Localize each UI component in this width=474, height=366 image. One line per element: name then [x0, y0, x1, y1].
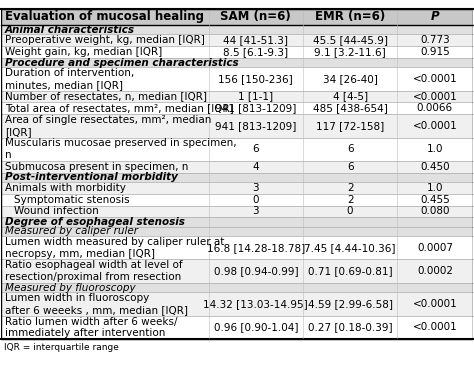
Text: 0.96 [0.90-1.04]: 0.96 [0.90-1.04]	[214, 322, 298, 332]
Text: Total area of resectates, mm², median [IQR]: Total area of resectates, mm², median [I…	[5, 103, 234, 113]
Text: Muscularis mucosae preserved in specimen,
n: Muscularis mucosae preserved in specimen…	[5, 138, 237, 160]
FancyBboxPatch shape	[1, 217, 473, 227]
Text: 14.32 [13.03-14.95]: 14.32 [13.03-14.95]	[203, 299, 308, 309]
Text: IQR = interquartile range: IQR = interquartile range	[4, 343, 118, 352]
FancyBboxPatch shape	[1, 114, 473, 138]
Text: 0.0002: 0.0002	[417, 266, 453, 276]
FancyBboxPatch shape	[1, 316, 473, 339]
FancyBboxPatch shape	[1, 58, 473, 67]
Text: 0.98 [0.94-0.99]: 0.98 [0.94-0.99]	[213, 266, 298, 276]
Text: Symptomatic stenosis: Symptomatic stenosis	[14, 195, 129, 205]
Text: 3: 3	[253, 206, 259, 216]
Text: Animals with morbidity: Animals with morbidity	[5, 183, 126, 193]
Text: Measured by caliper ruler: Measured by caliper ruler	[5, 226, 138, 236]
Text: <0.0001: <0.0001	[412, 121, 457, 131]
FancyBboxPatch shape	[1, 173, 473, 182]
Text: 1.0: 1.0	[427, 183, 443, 193]
Text: 2: 2	[347, 183, 354, 193]
Text: 0.080: 0.080	[420, 206, 450, 216]
Text: SAM (n=6): SAM (n=6)	[220, 10, 291, 23]
Text: 1 [1-1]: 1 [1-1]	[238, 92, 273, 101]
Text: 941 [813-1209]: 941 [813-1209]	[215, 103, 297, 113]
Text: Procedure and specimen characteristics: Procedure and specimen characteristics	[5, 57, 239, 67]
Text: Duration of intervention,
minutes, median [IQR]: Duration of intervention, minutes, media…	[5, 68, 135, 90]
Text: Submucosa present in specimen, n: Submucosa present in specimen, n	[5, 162, 189, 172]
Text: 6: 6	[347, 162, 354, 172]
FancyBboxPatch shape	[1, 67, 473, 91]
Text: Post-interventional morbidity: Post-interventional morbidity	[5, 172, 178, 182]
FancyBboxPatch shape	[1, 292, 473, 316]
FancyBboxPatch shape	[1, 46, 473, 58]
Text: 0.773: 0.773	[420, 35, 450, 45]
FancyBboxPatch shape	[1, 194, 473, 206]
Text: <0.0001: <0.0001	[412, 322, 457, 332]
Text: 0.0066: 0.0066	[417, 103, 453, 113]
Text: Weight gain, kg, median [IQR]: Weight gain, kg, median [IQR]	[5, 47, 163, 57]
Text: 4 [4-5]: 4 [4-5]	[333, 92, 368, 101]
Text: Preoperative weight, kg, median [IQR]: Preoperative weight, kg, median [IQR]	[5, 35, 205, 45]
Text: Number of resectates, n, median [IQR]: Number of resectates, n, median [IQR]	[5, 92, 207, 101]
Text: Ratio esophageal width at level of
resection/proximal from resection: Ratio esophageal width at level of resec…	[5, 260, 183, 282]
Text: P: P	[430, 10, 439, 23]
FancyBboxPatch shape	[1, 9, 473, 25]
Text: 44 [41-51.3]: 44 [41-51.3]	[223, 35, 288, 45]
Text: 117 [72-158]: 117 [72-158]	[316, 121, 384, 131]
Text: 156 [150-236]: 156 [150-236]	[219, 74, 293, 84]
Text: 6: 6	[347, 144, 354, 154]
Text: 34 [26-40]: 34 [26-40]	[323, 74, 377, 84]
FancyBboxPatch shape	[1, 138, 473, 161]
Text: 0.455: 0.455	[420, 195, 450, 205]
Text: 16.8 [14.28-18.78]: 16.8 [14.28-18.78]	[207, 243, 305, 253]
FancyBboxPatch shape	[1, 34, 473, 46]
Text: 3: 3	[253, 183, 259, 193]
Text: 45.5 [44-45.9]: 45.5 [44-45.9]	[312, 35, 388, 45]
Text: 4: 4	[253, 162, 259, 172]
FancyBboxPatch shape	[1, 25, 473, 34]
FancyBboxPatch shape	[1, 91, 473, 102]
Text: Animal characteristics: Animal characteristics	[5, 25, 135, 35]
Text: Ratio lumen width after 6 weeks/
immediately after intervention: Ratio lumen width after 6 weeks/ immedia…	[5, 317, 178, 338]
Text: 4.59 [2.99-6.58]: 4.59 [2.99-6.58]	[308, 299, 392, 309]
Text: <0.0001: <0.0001	[412, 92, 457, 101]
Text: 6: 6	[253, 144, 259, 154]
Text: 2: 2	[347, 195, 354, 205]
FancyBboxPatch shape	[1, 236, 473, 259]
Text: 485 [438-654]: 485 [438-654]	[313, 103, 388, 113]
Text: 8.5 [6.1-9.3]: 8.5 [6.1-9.3]	[223, 47, 288, 57]
Text: Lumen width measured by caliper ruler at
necropsy, mm, median [IQR]: Lumen width measured by caliper ruler at…	[5, 237, 225, 258]
Text: 0: 0	[347, 206, 353, 216]
Text: 941 [813-1209]: 941 [813-1209]	[215, 121, 297, 131]
Text: <0.0001: <0.0001	[412, 299, 457, 309]
Text: 7.45 [4.44-10.36]: 7.45 [4.44-10.36]	[304, 243, 396, 253]
Text: 0.450: 0.450	[420, 162, 450, 172]
Text: <0.0001: <0.0001	[412, 74, 457, 84]
Text: Measured by fluoroscopy: Measured by fluoroscopy	[5, 283, 136, 292]
Text: Area of single resectates, mm², median
[IQR]: Area of single resectates, mm², median […	[5, 115, 211, 137]
Text: Evaluation of mucosal healing: Evaluation of mucosal healing	[5, 10, 204, 23]
FancyBboxPatch shape	[1, 259, 473, 283]
Text: 0.71 [0.69-0.81]: 0.71 [0.69-0.81]	[308, 266, 392, 276]
FancyBboxPatch shape	[1, 206, 473, 217]
FancyBboxPatch shape	[1, 182, 473, 194]
FancyBboxPatch shape	[1, 227, 473, 236]
FancyBboxPatch shape	[1, 283, 473, 292]
Text: 0: 0	[253, 195, 259, 205]
Text: Lumen width in fluoroscopy
after 6 weeeks , mm, median [IQR]: Lumen width in fluoroscopy after 6 weeek…	[5, 293, 188, 315]
Text: 9.1 [3.2-11.6]: 9.1 [3.2-11.6]	[314, 47, 386, 57]
Text: 0.0007: 0.0007	[417, 243, 453, 253]
Text: 0.915: 0.915	[420, 47, 450, 57]
Text: 1.0: 1.0	[427, 144, 443, 154]
Text: 0.27 [0.18-0.39]: 0.27 [0.18-0.39]	[308, 322, 392, 332]
FancyBboxPatch shape	[1, 161, 473, 173]
Text: Wound infection: Wound infection	[14, 206, 99, 216]
Text: EMR (n=6): EMR (n=6)	[315, 10, 385, 23]
Text: Degree of esophageal stenosis: Degree of esophageal stenosis	[5, 217, 185, 227]
FancyBboxPatch shape	[1, 102, 473, 114]
